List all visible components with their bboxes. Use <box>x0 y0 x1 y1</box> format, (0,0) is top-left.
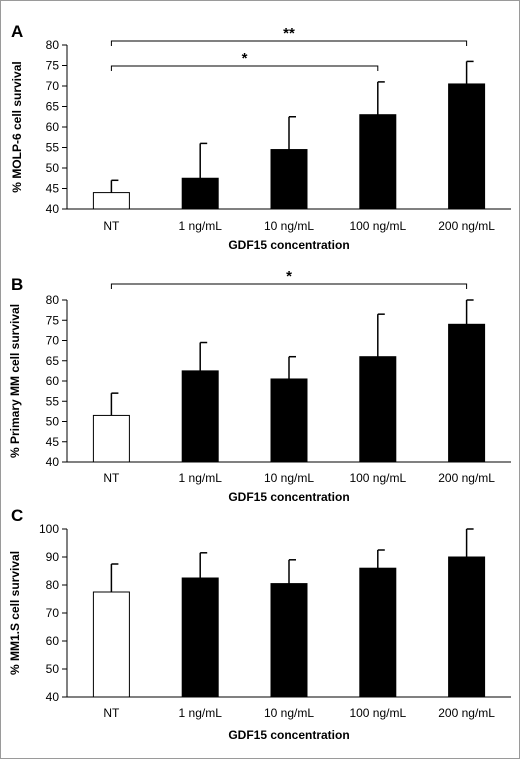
x-tick-label: 200 ng/mL <box>438 219 495 233</box>
x-tick-label: 10 ng/mL <box>264 219 314 233</box>
y-tick-label: 75 <box>46 313 60 327</box>
bar <box>92 414 130 463</box>
chart-panel-a: A 40 45 50 55 60 65 70 75 80 NT 1 ng/mL 10 ng/mL 100 … <box>10 22 511 252</box>
bar <box>181 577 219 698</box>
chart-panel-b: B 40 45 50 55 60 65 70 75 80 NT 1 ng/mL 10 ng/mL 100 … <box>8 268 511 504</box>
bar <box>448 83 486 210</box>
x-tick-label: 1 ng/mL <box>179 219 223 233</box>
y-tick-label: 50 <box>46 662 60 676</box>
bar <box>92 192 130 210</box>
y-tick-label: 40 <box>46 690 60 704</box>
x-tick-label: 100 ng/mL <box>349 219 406 233</box>
bar <box>270 149 308 210</box>
y-tick-label: 55 <box>46 394 60 408</box>
significance-label: ** <box>283 25 295 42</box>
y-tick-label: 60 <box>46 120 60 134</box>
x-tick-label: NT <box>103 471 120 485</box>
significance-bracket <box>110 65 379 71</box>
y-tick-label: 45 <box>46 435 60 449</box>
bar <box>181 177 219 210</box>
bar <box>270 583 308 698</box>
chart-panel-c: C 40 50 60 70 80 90 100 NT 1 ng/mL 10 ng/mL 100 ng/… <box>8 506 511 742</box>
y-tick-label: 50 <box>46 415 60 429</box>
bar <box>359 114 397 210</box>
significance-label: * <box>286 268 292 285</box>
bar <box>270 378 308 463</box>
y-tick-label: 40 <box>46 455 60 469</box>
panel-letter: B <box>11 275 23 294</box>
bar <box>181 370 219 463</box>
x-tick-label: 100 ng/mL <box>349 471 406 485</box>
y-tick-label: 40 <box>46 202 60 216</box>
bar <box>92 591 130 698</box>
bar <box>448 556 486 698</box>
y-tick-label: 65 <box>46 100 60 114</box>
y-axis-title: % MOLP-6 cell survival <box>10 61 24 192</box>
x-tick-label: 10 ng/mL <box>264 706 314 720</box>
y-tick-label: 100 <box>39 522 59 536</box>
y-tick-label: 70 <box>46 606 60 620</box>
significance-bracket <box>110 283 468 289</box>
y-tick-label: 50 <box>46 161 60 175</box>
y-tick-label: 90 <box>46 550 60 564</box>
panel-letter: A <box>11 22 23 41</box>
y-tick-label: 80 <box>46 38 60 52</box>
y-tick-label: 70 <box>46 334 60 348</box>
y-tick-label: 60 <box>46 374 60 388</box>
bar <box>359 567 397 698</box>
x-axis-title: GDF15 concentration <box>228 728 349 742</box>
y-tick-label: 75 <box>46 59 60 73</box>
x-tick-label: 1 ng/mL <box>179 706 223 720</box>
x-axis-title: GDF15 concentration <box>228 238 349 252</box>
y-axis-title: % MM1.S cell survival <box>8 551 22 675</box>
x-tick-label: NT <box>103 219 120 233</box>
y-axis-title: % Primary MM cell survival <box>8 304 22 458</box>
y-tick-label: 80 <box>46 293 60 307</box>
significance-bracket <box>110 40 468 46</box>
y-tick-label: 60 <box>46 634 60 648</box>
x-tick-label: 200 ng/mL <box>438 706 495 720</box>
bar <box>359 356 397 463</box>
x-tick-label: 200 ng/mL <box>438 471 495 485</box>
panel-letter: C <box>11 506 23 525</box>
significance-label: * <box>242 50 248 67</box>
x-tick-label: 100 ng/mL <box>349 706 406 720</box>
x-tick-label: 1 ng/mL <box>179 471 223 485</box>
y-tick-label: 70 <box>46 79 60 93</box>
y-tick-label: 65 <box>46 354 60 368</box>
x-tick-label: NT <box>103 706 120 720</box>
y-tick-label: 55 <box>46 141 60 155</box>
y-tick-label: 80 <box>46 578 60 592</box>
x-axis-title: GDF15 concentration <box>228 490 349 504</box>
x-tick-label: 10 ng/mL <box>264 471 314 485</box>
bar <box>448 323 486 463</box>
y-tick-label: 45 <box>46 182 60 196</box>
